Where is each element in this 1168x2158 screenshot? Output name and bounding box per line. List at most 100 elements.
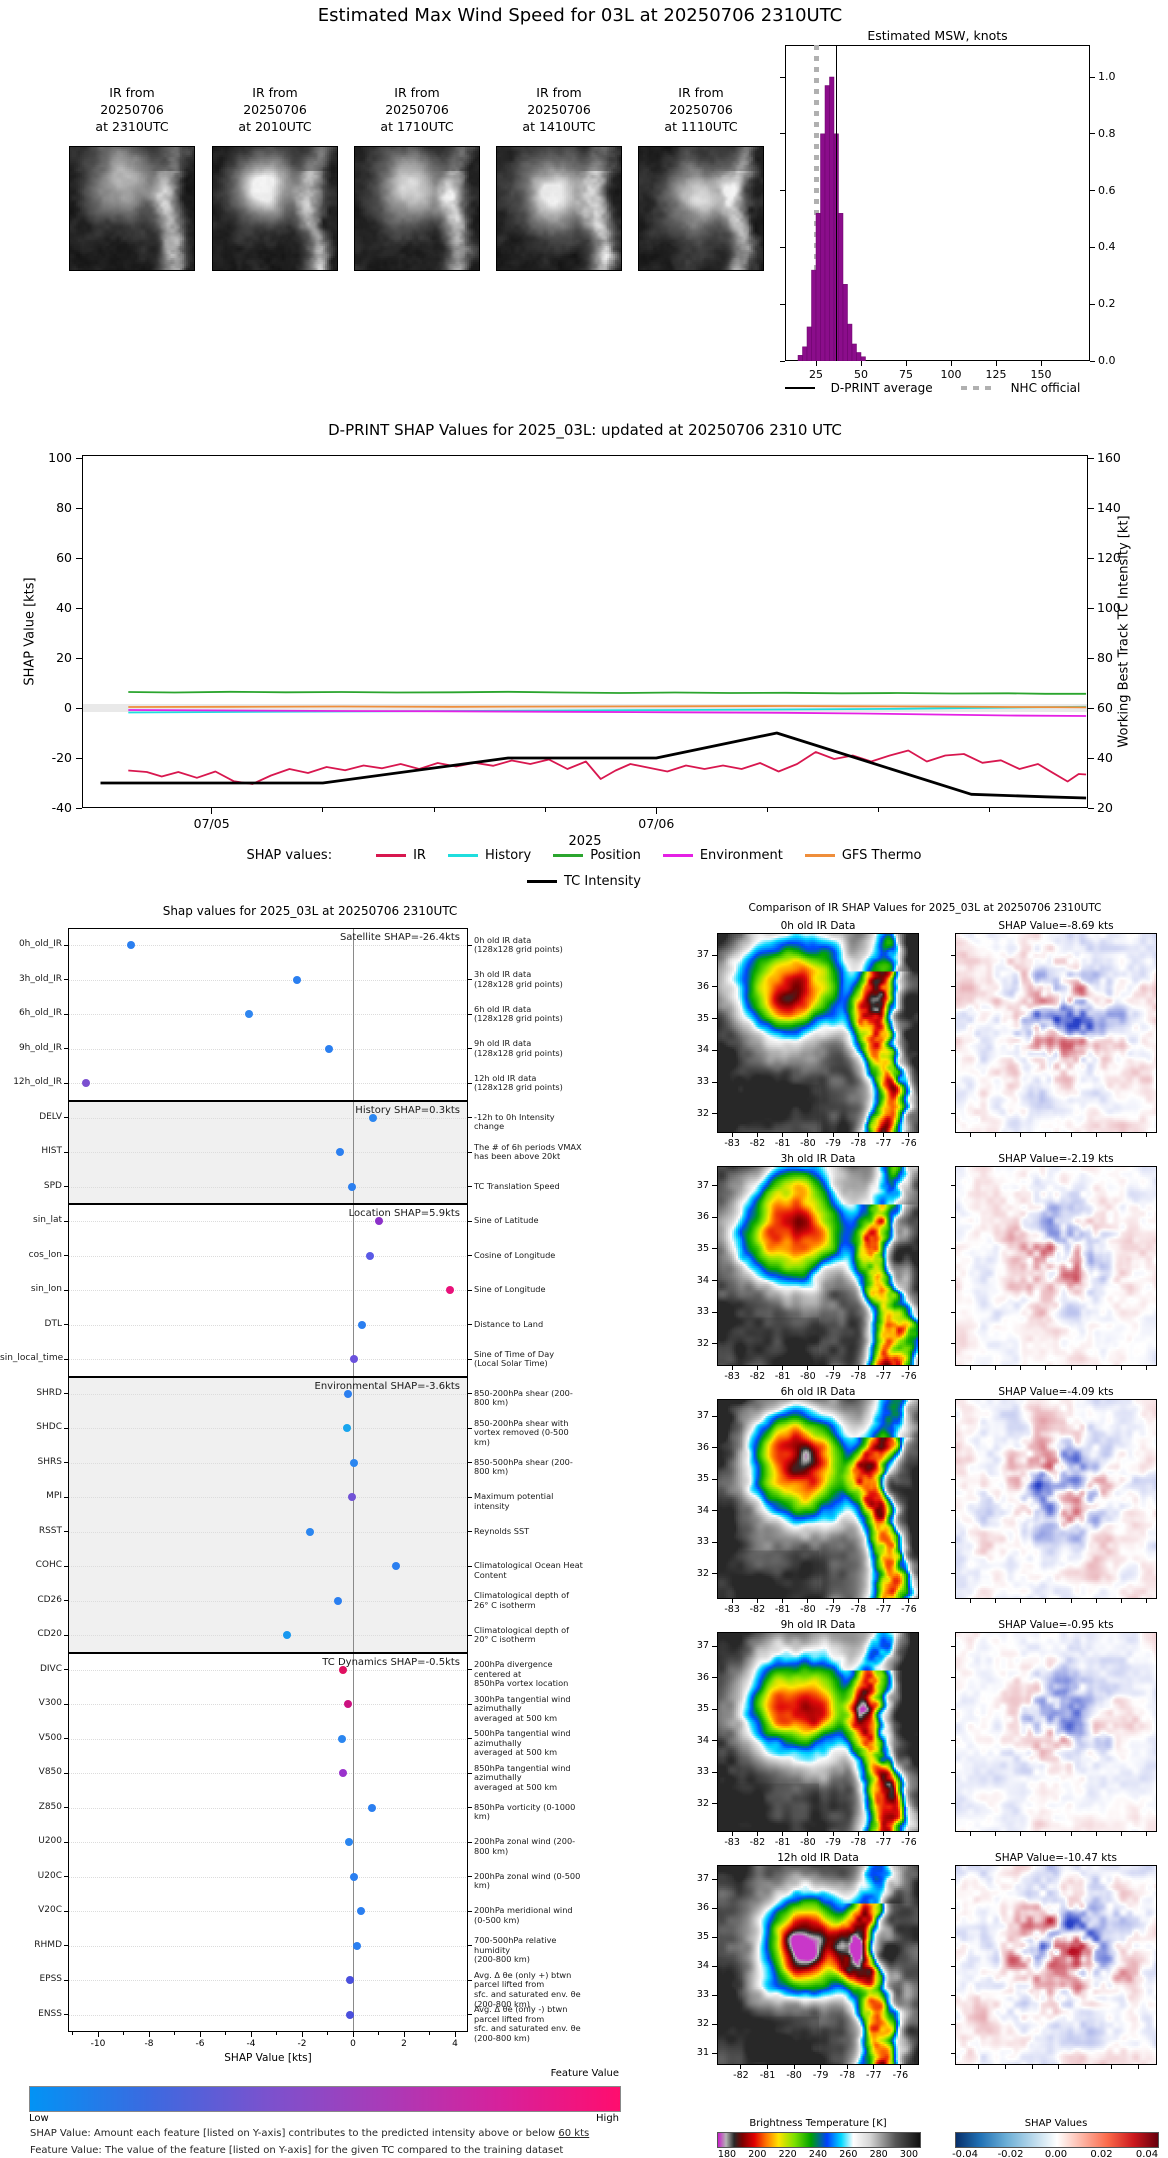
legend-swatch-position bbox=[553, 854, 584, 857]
y-tick bbox=[1090, 76, 1095, 78]
row-gridline bbox=[68, 1290, 468, 1292]
lon-tick bbox=[767, 2065, 768, 2069]
histogram-bar bbox=[824, 85, 830, 361]
feature-dot bbox=[82, 1079, 90, 1088]
y-tick-label: 40 bbox=[56, 600, 72, 615]
shap-lon-tick bbox=[1070, 1832, 1072, 1836]
lon-tick bbox=[782, 1832, 784, 1836]
feature-desc: 12h old IR data (128x128 grid points) bbox=[474, 1073, 586, 1093]
lat-tick bbox=[712, 1994, 717, 1996]
bt-colorbar-title: Brightness Temperature [K] bbox=[749, 2118, 887, 2129]
lon-tick-label: -79 bbox=[812, 2070, 829, 2081]
feature-desc: Cosine of Longitude bbox=[474, 1250, 586, 1261]
feature-label: cos_lon bbox=[28, 1249, 62, 1260]
x-tick-label: 25 bbox=[809, 368, 823, 381]
feature-desc: TC Translation Speed bbox=[474, 1181, 586, 1192]
y-tick-label: 1.0 bbox=[1098, 70, 1116, 83]
feature-tick bbox=[468, 1358, 472, 1360]
figure-element: has been above 20kt bbox=[474, 1151, 561, 1162]
feature-dot bbox=[356, 1907, 365, 1916]
lon-tick-label: -83 bbox=[724, 1837, 740, 1848]
y-tick bbox=[780, 246, 785, 248]
y-tick-label: 0.6 bbox=[1098, 183, 1116, 197]
row-gridline bbox=[68, 1911, 468, 1913]
feature-tick bbox=[468, 1427, 472, 1429]
lat-tick bbox=[712, 1936, 717, 1938]
feature-dot bbox=[293, 975, 302, 984]
lon-tick-label: -81 bbox=[774, 1138, 791, 1149]
row-gridline bbox=[68, 1807, 468, 1809]
x-tick bbox=[860, 361, 862, 366]
feature-tick bbox=[64, 1910, 68, 1912]
y-tick bbox=[780, 360, 785, 362]
lat-tick-label: 37 bbox=[696, 1179, 709, 1191]
lat-tick-label: 33 bbox=[696, 1536, 709, 1548]
shap-lat-tick bbox=[951, 1936, 955, 1938]
figure-element: at 1410UTC bbox=[522, 119, 596, 134]
footer-line1: SHAP Value: Amount each feature [listed … bbox=[30, 2128, 730, 2139]
feature-tick bbox=[64, 1393, 68, 1395]
lon-tick bbox=[873, 2065, 875, 2069]
lat-tick bbox=[712, 1541, 717, 1543]
lon-tick-label: -76 bbox=[901, 1837, 917, 1848]
ir-data-panel bbox=[717, 933, 919, 1133]
y-tick-label: 120 bbox=[1097, 550, 1121, 565]
feature-desc: The # of 6h periods VMAX has been above 2… bbox=[474, 1142, 586, 1162]
shap-lon-tick bbox=[1146, 1832, 1148, 1836]
shap-map-image bbox=[956, 1633, 1156, 1831]
feature-label: U200 bbox=[38, 1836, 62, 1847]
feature-tick bbox=[468, 1255, 472, 1257]
y-tick-label: 0.2 bbox=[1098, 297, 1116, 311]
feature-tick bbox=[468, 1565, 472, 1567]
lat-tick-label: 37 bbox=[696, 1640, 709, 1652]
x-tick bbox=[352, 2032, 354, 2037]
lon-tick-label: -81 bbox=[774, 1837, 791, 1848]
lat-tick-label: 33 bbox=[696, 1306, 709, 1318]
shap-lon-tick bbox=[1121, 1133, 1123, 1137]
lat-tick bbox=[712, 1415, 717, 1417]
ir-thumb-label: IR from 20250706 at 1110UTC bbox=[638, 84, 764, 135]
lon-tick-label: -79 bbox=[825, 1138, 841, 1149]
y-tick bbox=[780, 303, 785, 305]
row-gridline bbox=[68, 1221, 468, 1223]
shap-lon-tick bbox=[1121, 1599, 1123, 1603]
group-label: Location SHAP=5.9kts bbox=[348, 1208, 460, 1220]
figure-element: 0h old IR data bbox=[474, 934, 532, 945]
row-gridline bbox=[68, 1842, 468, 1844]
lon-tick-label: -81 bbox=[774, 1604, 791, 1615]
shap-lat-tick bbox=[951, 1771, 955, 1773]
feature-tick bbox=[468, 2014, 472, 2016]
x-tick bbox=[199, 2032, 201, 2037]
feature-label: V20C bbox=[38, 1905, 62, 1916]
feature-tick bbox=[468, 1669, 472, 1671]
figure-element: 6h old IR data bbox=[474, 1003, 532, 1014]
figure-element: averaged at 500 km bbox=[474, 1781, 558, 1792]
shap-lon-tick bbox=[969, 1832, 971, 1836]
lat-tick bbox=[712, 1216, 717, 1218]
zero-band bbox=[82, 704, 1088, 712]
lat-tick bbox=[712, 1049, 717, 1051]
feature-desc: 500hPa tangential wind azimuthally averag… bbox=[474, 1728, 586, 1758]
feature-label: DTL bbox=[44, 1318, 62, 1329]
ir-data-panel bbox=[717, 1166, 919, 1366]
shap-lon-tick bbox=[1121, 1366, 1123, 1370]
lon-tick-label: -76 bbox=[901, 1371, 917, 1382]
x-tick bbox=[995, 361, 997, 366]
colorbar-high-label: High bbox=[596, 2113, 619, 2124]
group-separator bbox=[68, 1203, 468, 1205]
feature-tick bbox=[64, 1462, 68, 1464]
feature-desc: Sine of Longitude bbox=[474, 1285, 586, 1295]
lat-tick-label: 37 bbox=[696, 1873, 709, 1885]
group-band bbox=[68, 1376, 468, 1653]
nhc-official-swatch bbox=[960, 386, 995, 390]
x-minor-tick bbox=[327, 2032, 328, 2035]
legend-label: GFS Thermo bbox=[841, 848, 922, 863]
legend-label: NHC official bbox=[1010, 381, 1081, 395]
lon-tick-label: -79 bbox=[825, 1604, 841, 1615]
row-gridline bbox=[68, 1635, 468, 1637]
lat-tick bbox=[712, 1740, 717, 1742]
feature-dot bbox=[305, 1527, 314, 1536]
ir-thumb-label: IR from 20250706 at 1710UTC bbox=[354, 84, 480, 135]
figure-element: 26° C isotherm bbox=[474, 1599, 536, 1610]
feature-dot bbox=[343, 1389, 352, 1398]
